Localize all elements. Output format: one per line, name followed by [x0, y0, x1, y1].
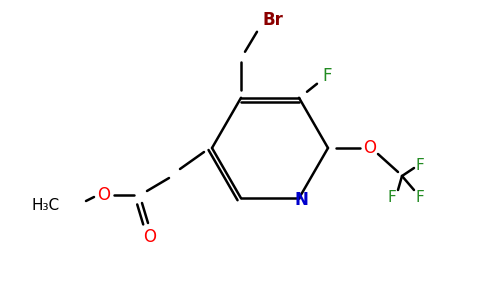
Text: F: F	[388, 190, 396, 206]
Text: O: O	[143, 228, 156, 246]
Text: Br: Br	[262, 11, 284, 29]
Text: F: F	[416, 190, 424, 206]
Text: O: O	[363, 139, 377, 157]
Text: N: N	[294, 191, 308, 209]
Text: F: F	[416, 158, 424, 173]
Text: H₃C: H₃C	[32, 199, 60, 214]
Text: O: O	[97, 186, 110, 204]
Text: F: F	[322, 67, 332, 85]
